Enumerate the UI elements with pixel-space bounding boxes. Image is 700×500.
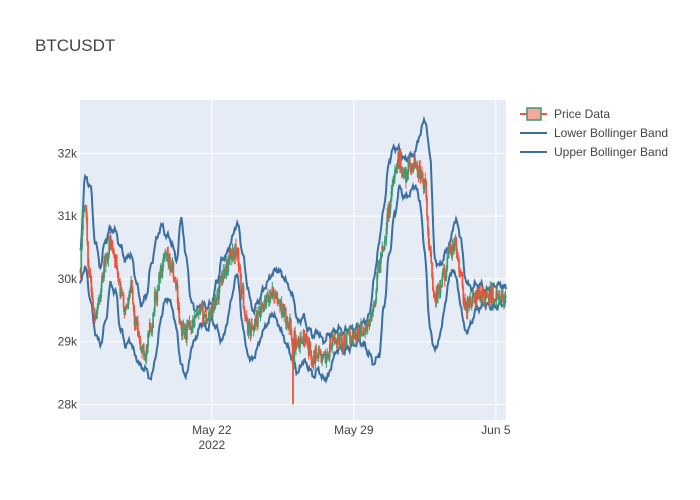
legend-candle-swatch (526, 107, 542, 121)
x-tick-label: May 29 (334, 423, 374, 437)
candle-body (80, 247, 83, 274)
legend-label: Lower Bollinger Band (554, 126, 668, 140)
candle-body (421, 172, 424, 184)
candle-body (430, 252, 433, 263)
legend-label: Upper Bollinger Band (554, 145, 668, 159)
legend-item[interactable]: Upper Bollinger Band (520, 145, 668, 159)
y-tick-label: 29k (58, 335, 78, 349)
candle-body (239, 266, 242, 274)
legend[interactable]: Price Data Lower Bollinger Band Upper Boll… (520, 107, 668, 159)
candle-body (339, 334, 341, 346)
candle-body (504, 295, 507, 299)
candle-body (344, 334, 346, 346)
candle-body (151, 327, 154, 333)
candle-body (100, 282, 103, 293)
y-tick-label: 31k (58, 209, 78, 223)
legend-item[interactable]: Price Data (520, 107, 610, 121)
y-tick-label: 28k (58, 397, 78, 411)
candle-body (202, 315, 205, 323)
candles (79, 148, 507, 405)
candle-body (484, 297, 487, 306)
x-tick-label: May 22 (192, 423, 232, 437)
x-tick-sublabel: 2022 (199, 438, 226, 452)
candle-body (290, 334, 293, 342)
candle-body (156, 289, 159, 302)
chart-title: BTCUSDT (35, 36, 115, 55)
candle-body (131, 288, 134, 304)
candle-body (471, 294, 474, 304)
legend-label: Price Data (554, 107, 610, 121)
candle-body (242, 285, 245, 308)
y-tick-label: 32k (58, 146, 78, 160)
y-tick-label: 30k (58, 272, 78, 286)
y-axis: 28k 29k 30k 31k 32k (58, 146, 78, 411)
legend-item[interactable]: Lower Bollinger Band (520, 126, 668, 140)
candle-body (399, 153, 402, 167)
candle-body (86, 216, 89, 242)
candle-body (309, 342, 312, 351)
candle-body (389, 200, 392, 209)
candle-body (446, 258, 449, 270)
x-tick-label: Jun 5 (481, 423, 511, 437)
candle-body (426, 196, 428, 217)
upper-bollinger-band-line (79, 115, 507, 346)
candle-body (377, 262, 379, 273)
candle-body (122, 294, 125, 308)
candle-body (172, 262, 175, 278)
